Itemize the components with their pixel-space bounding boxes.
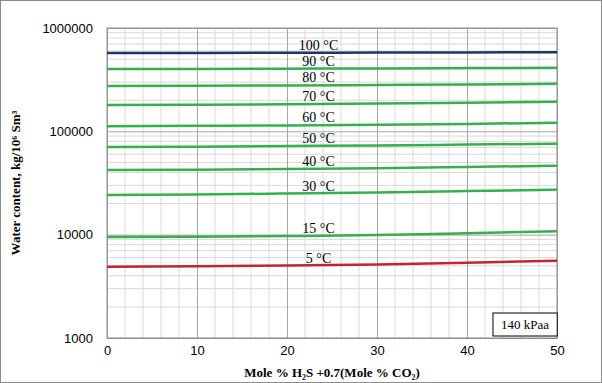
x-tick-label: 10 [190, 343, 204, 358]
y-tick-label: 100000 [50, 124, 93, 139]
series-labels: 100 °C90 °C80 °C 70 °C 60 °C 50 °C 40 °C 30 °… [299, 38, 338, 266]
series-line [107, 261, 557, 267]
x-grid-line [377, 28, 378, 338]
y-tick-label: 10000 [57, 227, 93, 242]
series-label: 70 °C [302, 89, 334, 104]
minor-grid-line [431, 28, 432, 338]
x-tick-label: 0 [104, 343, 111, 358]
minor-grid-line [107, 275, 557, 276]
series-label: 5 °C [306, 251, 331, 266]
plot: 1000 10000 100000 1000000 0 10 20 30 40 50 100 °C9… [42, 21, 564, 359]
minor-grid-line [341, 28, 342, 338]
minor-grid-line [413, 28, 414, 338]
minor-grid-line [359, 28, 360, 338]
series-label: 40 °C [302, 154, 334, 169]
series-label: 80 °C [302, 70, 334, 85]
annotation: 140 kPaa [493, 313, 557, 336]
x-grid-line [197, 28, 198, 338]
minor-grid-line [269, 28, 270, 338]
minor-grid-line [107, 288, 557, 289]
x-axis: 0 10 20 30 40 50 [104, 28, 565, 358]
minor-grid-line [107, 239, 557, 240]
minor-grid-line [161, 28, 162, 338]
annotation-box [493, 313, 557, 336]
minor-grid-line [449, 28, 450, 338]
minor-grid-line [107, 306, 557, 307]
annotation-text: 140 kPaa [501, 317, 549, 332]
minor-grid-line [539, 28, 540, 338]
minor-grid [107, 28, 557, 338]
minor-grid-line [107, 250, 557, 251]
minor-grid-line [521, 28, 522, 338]
minor-grid-line [503, 28, 504, 338]
minor-grid-line [107, 172, 557, 173]
minor-grid-line [107, 203, 557, 204]
minor-grid-line [233, 28, 234, 338]
series-label: 30 °C [302, 179, 334, 194]
x-tick-label: 30 [370, 343, 384, 358]
series-lines [107, 52, 557, 266]
x-grid-line [467, 28, 468, 338]
x-tick: 10 [190, 28, 204, 358]
minor-grid-line [485, 28, 486, 338]
minor-grid-line [107, 244, 557, 245]
minor-grid-line [107, 257, 557, 258]
minor-grid-line [215, 28, 216, 338]
series-label: 90 °C [302, 54, 334, 69]
series-label: 60 °C [302, 110, 334, 125]
minor-grid-line [143, 28, 144, 338]
series-label: 15 °C [302, 221, 334, 236]
minor-grid-line [179, 28, 180, 338]
chart-border [1, 1, 602, 383]
plot-frame [107, 28, 557, 338]
minor-grid-line [125, 28, 126, 338]
x-tick-label: 20 [280, 343, 294, 358]
x-axis-title: Mole % H₂S +0.7(Mole % CO₂) [244, 365, 420, 380]
y-axis: 1000 10000 100000 1000000 [42, 21, 557, 346]
x-grid-line [287, 28, 288, 338]
minor-grid-line [251, 28, 252, 338]
y-tick-label: 1000000 [42, 21, 93, 36]
series-label: 100 °C [299, 38, 338, 53]
x-tick: 40 [460, 28, 474, 358]
y-axis-title: Water content, kg/10⁶ Sm³ [8, 111, 23, 256]
x-tick-label: 40 [460, 343, 474, 358]
series-label: 50 °C [302, 131, 334, 146]
chart: 1000 10000 100000 1000000 0 10 20 30 40 50 100 °C9… [0, 0, 602, 383]
y-tick-label: 1000 [64, 331, 93, 346]
x-tick-label: 50 [550, 343, 564, 358]
minor-grid-line [395, 28, 396, 338]
minor-grid-line [107, 32, 557, 33]
